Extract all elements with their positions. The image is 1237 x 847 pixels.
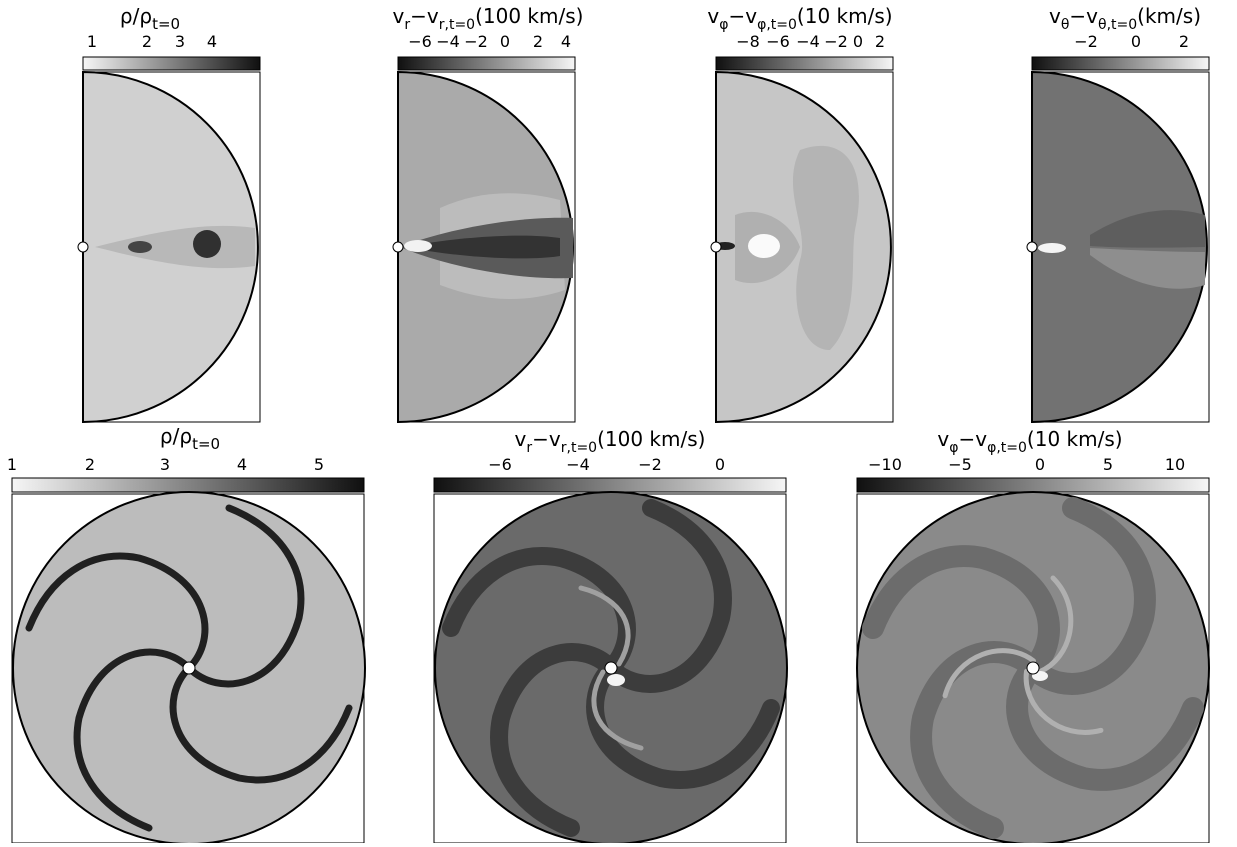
- panel-title: vr−vr,t=0(100 km/s): [515, 427, 706, 456]
- colorbar-tick-label: 3: [160, 455, 170, 474]
- density-clump: [193, 230, 221, 258]
- colorbar-tick-label: −6: [408, 32, 432, 51]
- panel-title: vr−vr,t=0(100 km/s): [393, 4, 584, 33]
- colorbar-tick-label: 4: [561, 32, 571, 51]
- panel-title: ρ/ρt=0: [160, 424, 220, 453]
- panel-density-equatorial: ρ/ρt=0 1 2 3 4 5: [7, 424, 366, 845]
- velocity-highlight: [404, 240, 432, 252]
- colorbar: 1 2 3 4: [82, 32, 261, 71]
- panel-title: vθ−vθ,t=0(km/s): [1049, 4, 1201, 33]
- colorbar-bar: [715, 56, 894, 71]
- panel-title: vφ−vφ,t=0(10 km/s): [707, 4, 892, 33]
- star-marker: [604, 661, 618, 675]
- colorbar-tick-label: 0: [853, 32, 863, 51]
- colorbar-tick-label: −2: [824, 32, 848, 51]
- colorbar-tick-label: 2: [142, 32, 152, 51]
- colorbar-tick-label: 0: [715, 455, 725, 474]
- spiral-arms: [25, 504, 353, 832]
- colorbar-tick-label: −4: [796, 32, 820, 51]
- panel-vphi-equatorial: vφ−vφ,t=0(10 km/s) −10 −5 0 5 10: [856, 427, 1210, 845]
- spiral-highlights: [578, 585, 644, 751]
- colorbar-tick-label: 1: [87, 32, 97, 51]
- colorbar-tick-label: 4: [207, 32, 217, 51]
- plot-frame: [77, 70, 261, 424]
- velocity-highlight: [1038, 243, 1066, 253]
- panel-title: vφ−vφ,t=0(10 km/s): [937, 427, 1122, 456]
- colorbar-tick-label: 2: [1179, 32, 1189, 51]
- colorbar-tick-label: −6: [766, 32, 790, 51]
- plot-frame: [11, 491, 366, 845]
- colorbar-tick-label: 2: [85, 455, 95, 474]
- plot-frame: [433, 491, 788, 845]
- plot-frame: [1026, 70, 1210, 424]
- colorbar: −10 −5 0 5 10: [856, 455, 1210, 493]
- colorbar-bar: [856, 477, 1210, 493]
- colorbar-tick-label: −2: [638, 455, 662, 474]
- panel-vphi-meridional: vφ−vφ,t=0(10 km/s) −8 −6 −4 −2 0 2: [707, 4, 894, 424]
- colorbar: 1 2 3 4 5: [7, 455, 365, 493]
- colorbar-tick-label: −2: [464, 32, 488, 51]
- colorbar-tick-label: −5: [948, 455, 972, 474]
- star-marker: [1026, 241, 1038, 253]
- colorbar-tick-label: −4: [566, 455, 590, 474]
- star-marker: [77, 241, 89, 253]
- star-marker: [392, 241, 404, 253]
- colorbar-tick-label: 3: [175, 32, 185, 51]
- colorbar-tick-label: 1: [7, 455, 17, 474]
- velocity-jet-core: [405, 235, 560, 259]
- panel-vr-equatorial: vr−vr,t=0(100 km/s) −6 −4 −2 0: [433, 427, 788, 845]
- colorbar-tick-label: −8: [736, 32, 760, 51]
- spiral-highlights: [942, 575, 1104, 735]
- plot-frame: [710, 70, 894, 424]
- star-marker: [710, 241, 722, 253]
- colorbar-bar: [82, 56, 261, 71]
- velocity-band-lower: [1090, 248, 1205, 289]
- panel-title: ρ/ρt=0: [120, 4, 180, 33]
- colorbar-tick-label: 4: [237, 455, 247, 474]
- star-marker: [1026, 661, 1040, 675]
- plot-frame: [856, 491, 1210, 845]
- colorbar: −2 0 2: [1031, 32, 1210, 71]
- panel-vr-meridional: vr−vr,t=0(100 km/s) −6 −4 −2 0 2 4: [392, 4, 584, 424]
- colorbar-tick-label: −4: [436, 32, 460, 51]
- colorbar-tick-label: −10: [868, 455, 902, 474]
- velocity-band-upper: [1090, 210, 1205, 248]
- colorbar: −6 −4 −2 0 2 4: [397, 32, 576, 71]
- colorbar-tick-label: 0: [1131, 32, 1141, 51]
- colorbar: −8 −6 −4 −2 0 2: [715, 32, 894, 71]
- colorbar-tick-label: 0: [500, 32, 510, 51]
- panel-density-meridional: ρ/ρt=0 1 2 3 4: [77, 4, 261, 424]
- plot-frame: [392, 70, 576, 424]
- density-clump: [128, 241, 152, 253]
- colorbar-tick-label: 2: [875, 32, 885, 51]
- colorbar-tick-label: 10: [1165, 455, 1185, 474]
- colorbar-tick-label: −2: [1074, 32, 1098, 51]
- colorbar-tick-label: 5: [314, 455, 324, 474]
- velocity-highlight: [607, 674, 625, 686]
- colorbar-bar: [433, 477, 787, 493]
- colorbar-bar: [397, 56, 576, 71]
- velocity-region: [792, 145, 859, 350]
- panel-vtheta-meridional: vθ−vθ,t=0(km/s) −2 0 2: [1026, 4, 1210, 424]
- colorbar-tick-label: 5: [1103, 455, 1113, 474]
- star-marker: [182, 661, 196, 675]
- colorbar: −6 −4 −2 0: [433, 455, 787, 493]
- colorbar-bar: [1031, 56, 1210, 71]
- colorbar-tick-label: 2: [533, 32, 543, 51]
- colorbar-tick-label: 0: [1035, 455, 1045, 474]
- colorbar-tick-label: −6: [488, 455, 512, 474]
- colorbar-bar: [11, 477, 365, 493]
- velocity-highlight: [748, 234, 780, 258]
